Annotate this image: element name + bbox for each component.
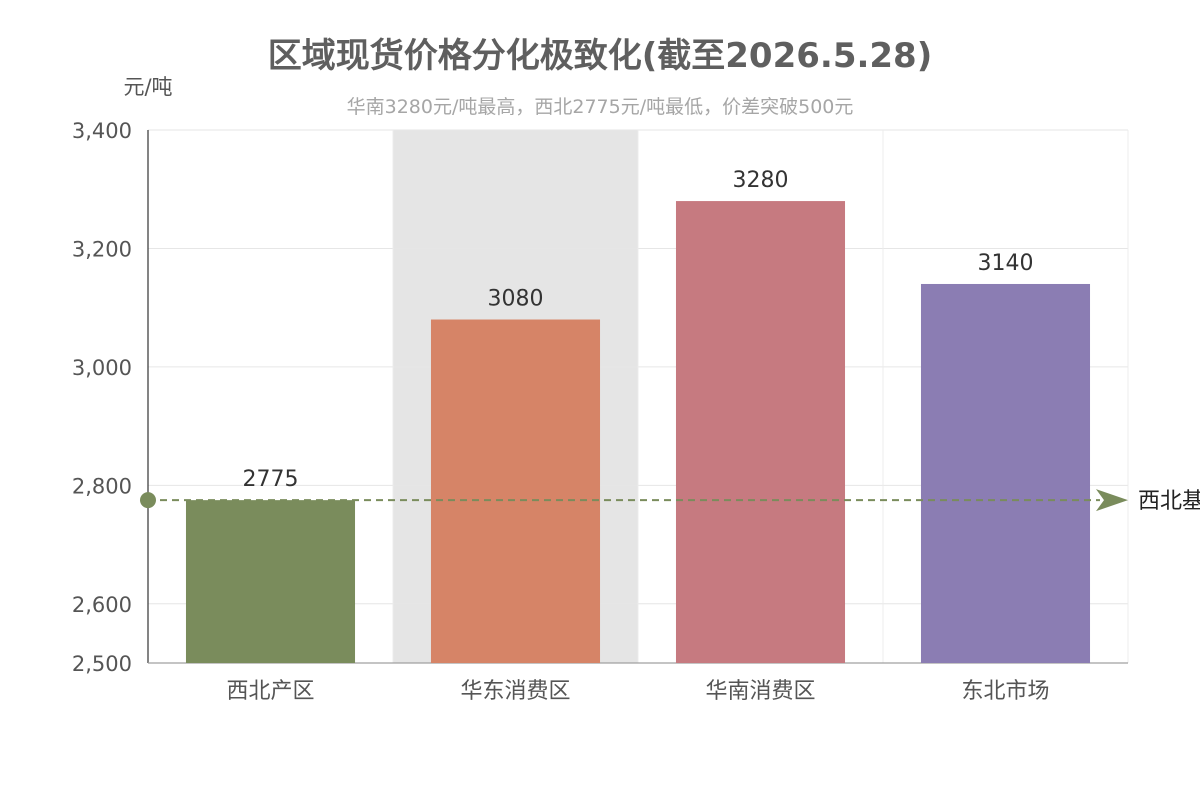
reference-line-start-dot [140, 492, 156, 509]
x-tick-label: 东北市场 [961, 679, 1049, 704]
bar-value-label: 3080 [488, 287, 544, 312]
chart-title: 区域现货价格分化极致化(截至2026.5.28) [268, 36, 933, 76]
bar-2[interactable] [430, 319, 601, 663]
y-tick-label: 2,600 [72, 593, 132, 617]
chart-subtitle: 华南3280元/吨最高，西北2775元/吨最低，价差突破500元 [347, 96, 854, 118]
y-axis-unit-label: 元/吨 [123, 75, 172, 99]
bar-value-label: 2775 [243, 467, 299, 492]
x-tick-label: 西北产区 [226, 679, 314, 704]
plot-area: 2,500 2,600 2,800 3,000 3,200 3,400 2775 西北产区 30… [72, 119, 1200, 704]
reference-line-arrow-icon [1096, 489, 1128, 512]
y-tick-label: 2,800 [72, 474, 132, 498]
x-tick-label: 华东消费区 [460, 679, 570, 704]
y-tick-label: 3,400 [72, 119, 132, 143]
bar-4[interactable] [920, 283, 1091, 663]
reference-line-label: 西北基 [1138, 489, 1200, 514]
bar-1[interactable] [185, 500, 356, 663]
bar-value-label: 3140 [978, 251, 1034, 276]
x-tick-label: 华南消费区 [705, 679, 815, 704]
y-tick-label: 2,500 [72, 652, 132, 676]
bar-value-label: 3280 [733, 168, 789, 193]
bar-3[interactable] [675, 201, 846, 664]
y-tick-label: 3,200 [72, 237, 132, 261]
y-tick-label: 3,000 [72, 356, 132, 380]
